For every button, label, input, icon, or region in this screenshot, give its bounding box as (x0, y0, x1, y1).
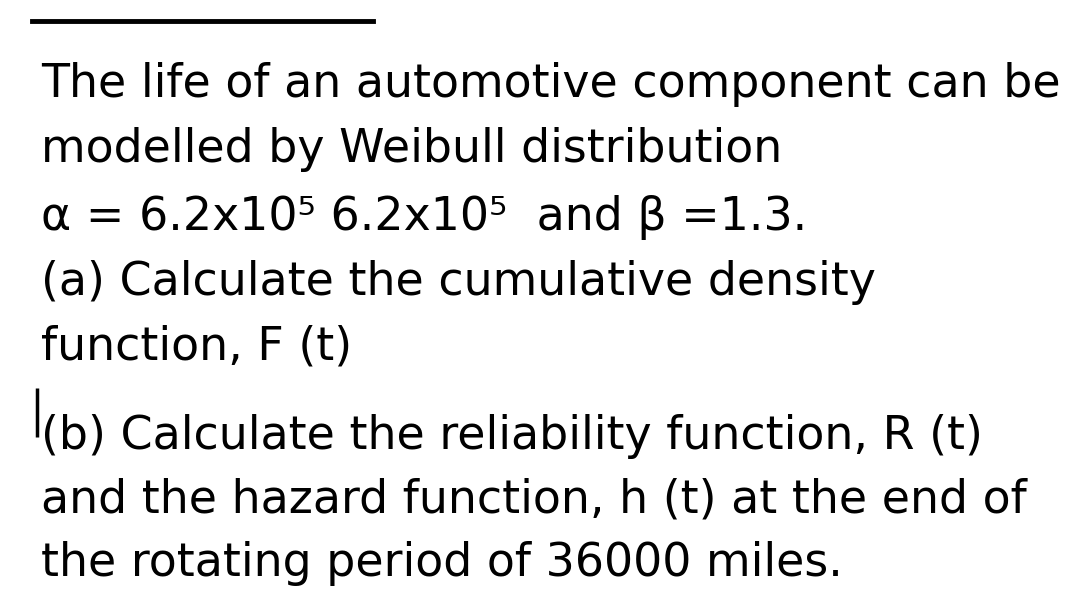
Text: and the hazard function, h (t) at the end of: and the hazard function, h (t) at the en… (41, 477, 1027, 522)
Text: (b) Calculate the reliability function, R (t): (b) Calculate the reliability function, … (41, 414, 983, 459)
Text: function, F (t): function, F (t) (41, 324, 352, 369)
Text: α = 6.2x10⁵ 6.2x10⁵  and β =1.3.: α = 6.2x10⁵ 6.2x10⁵ and β =1.3. (41, 195, 807, 240)
Text: the rotating period of 36000 miles.: the rotating period of 36000 miles. (41, 541, 842, 587)
Text: (a) Calculate the cumulative density: (a) Calculate the cumulative density (41, 260, 876, 305)
Text: modelled by Weibull distribution: modelled by Weibull distribution (41, 127, 782, 172)
Text: The life of an automotive component can be: The life of an automotive component can … (41, 62, 1061, 108)
